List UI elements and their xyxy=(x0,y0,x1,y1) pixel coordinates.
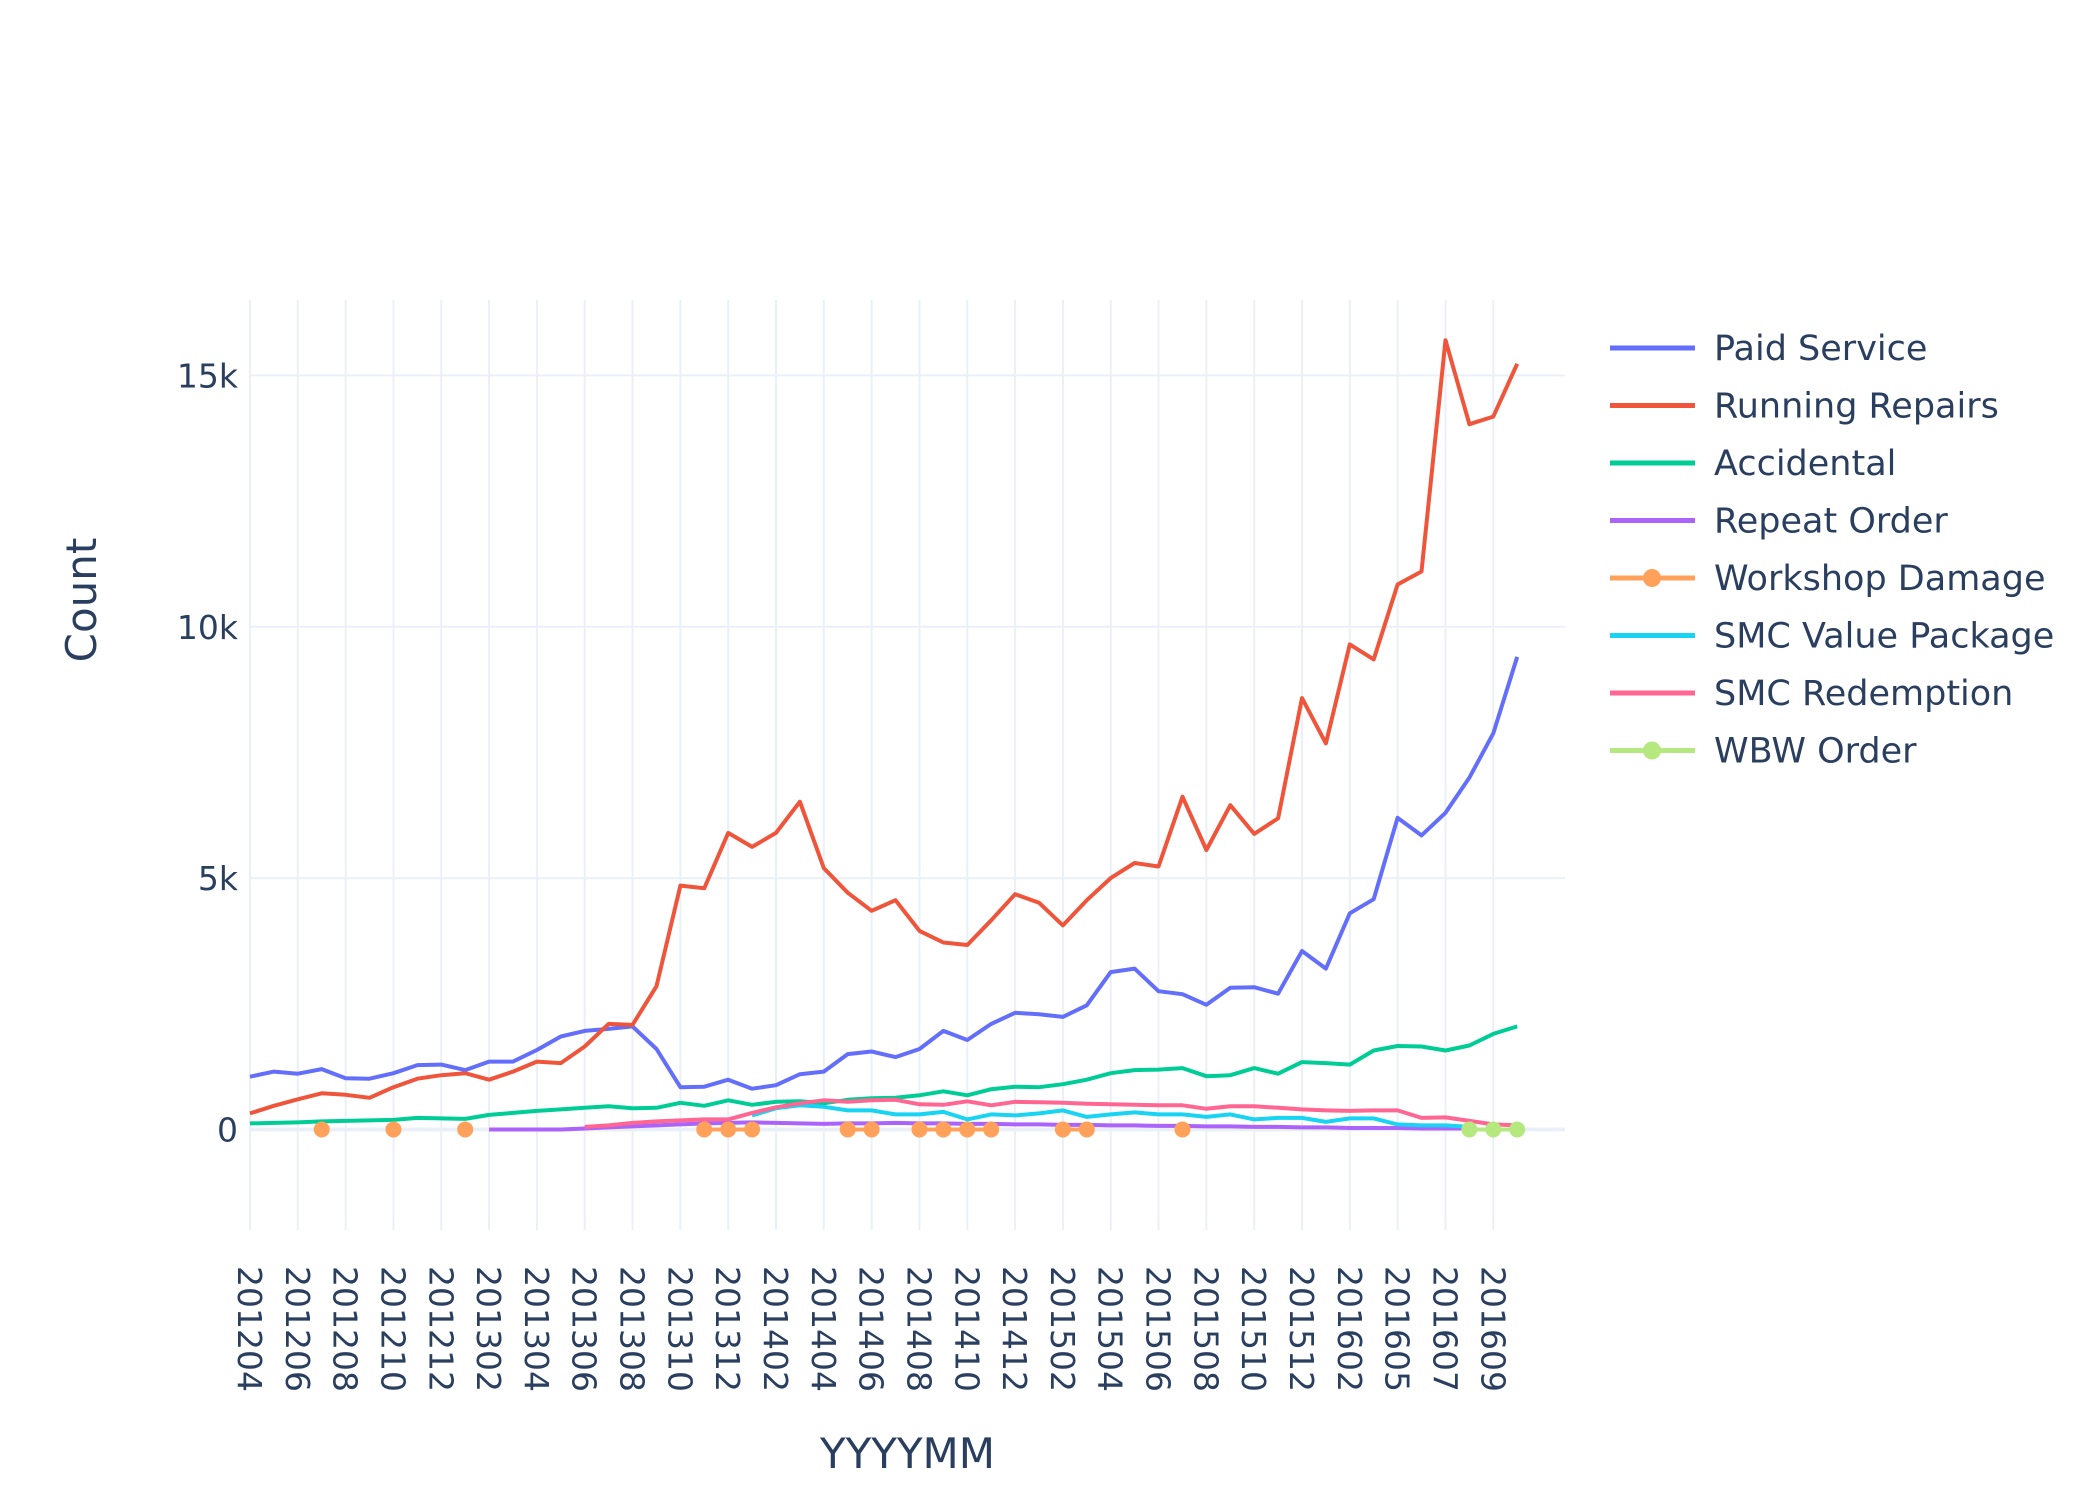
data-point xyxy=(959,1121,976,1138)
data-point xyxy=(385,1121,402,1138)
x-tick-label: 201302 xyxy=(469,1266,508,1392)
legend-marker xyxy=(1643,741,1661,760)
series-running-repairs xyxy=(249,338,1520,1116)
x-tick-label: 201506 xyxy=(1139,1266,1178,1392)
legend-item[interactable]: SMC Value Package xyxy=(1610,617,2054,657)
series-workshop-damage xyxy=(313,1121,1191,1138)
legend-label: Paid Service xyxy=(1714,329,1927,369)
x-tick-label: 201410 xyxy=(947,1266,986,1392)
data-point xyxy=(313,1121,330,1138)
data-point xyxy=(1054,1121,1071,1138)
data-point xyxy=(744,1121,761,1138)
series-line xyxy=(249,656,1520,1091)
legend-item[interactable]: SMC Redemption xyxy=(1610,674,2013,714)
data-point xyxy=(935,1121,952,1138)
data-point xyxy=(1461,1121,1478,1138)
legend-item[interactable]: Running Repairs xyxy=(1610,387,1999,427)
legend-item[interactable]: WBW Order xyxy=(1610,732,1917,772)
x-tick-label: 201512 xyxy=(1282,1266,1321,1392)
legend-label: Workshop Damage xyxy=(1714,559,2046,599)
x-tick-label: 201212 xyxy=(421,1266,460,1392)
legend-label: SMC Redemption xyxy=(1714,674,2013,714)
x-tick-label: 201312 xyxy=(708,1266,747,1392)
series-smc-value-package xyxy=(751,1103,1470,1129)
x-axis-title: YYYYMM xyxy=(819,1429,995,1478)
data-point xyxy=(696,1121,713,1138)
x-tick-label: 201406 xyxy=(852,1266,891,1392)
x-tick-label: 201508 xyxy=(1186,1266,1225,1392)
series-line xyxy=(249,338,1520,1116)
legend-item[interactable]: Paid Service xyxy=(1610,329,1927,369)
x-tick-label: 201504 xyxy=(1091,1266,1130,1392)
data-point xyxy=(911,1121,928,1138)
x-tick-label: 201510 xyxy=(1234,1266,1273,1392)
x-tick-label: 201304 xyxy=(517,1266,556,1392)
x-tick-label: 201402 xyxy=(756,1266,795,1392)
data-point xyxy=(1485,1121,1502,1138)
legend-item[interactable]: Workshop Damage xyxy=(1610,559,2046,599)
x-tick-label: 201408 xyxy=(899,1266,938,1392)
series-line xyxy=(489,1120,1470,1132)
data-point xyxy=(839,1121,856,1138)
y-axis-title: Count xyxy=(57,538,106,663)
legend-label: Accidental xyxy=(1714,444,1896,484)
x-tick-label: 201308 xyxy=(613,1266,652,1392)
y-tick-label: 5k xyxy=(198,859,239,898)
x-tick-label: 201210 xyxy=(373,1266,412,1392)
x-tick-label: 201607 xyxy=(1425,1266,1464,1392)
data-point xyxy=(983,1121,1000,1138)
x-tick-label: 201206 xyxy=(278,1266,317,1392)
x-tick-label: 201605 xyxy=(1378,1266,1417,1392)
x-tick-label: 201502 xyxy=(1043,1266,1082,1392)
tick-labels: 201204 201206 201208 201210 201212 201302 2013… xyxy=(177,356,1512,1392)
legend: Paid Service Running Repairs Accidental Rep… xyxy=(1610,329,2054,772)
series-repeat-order xyxy=(489,1120,1470,1132)
series-lines xyxy=(249,338,1526,1138)
data-point xyxy=(863,1121,880,1138)
x-tick-label: 201404 xyxy=(804,1266,843,1392)
y-tick-label: 10k xyxy=(177,608,239,647)
legend-label: WBW Order xyxy=(1714,732,1917,772)
series-paid-service xyxy=(249,656,1520,1091)
series-smc-redemption xyxy=(584,1097,1518,1129)
data-point xyxy=(1078,1121,1095,1138)
series-wbw-order xyxy=(1461,1121,1526,1138)
x-tick-label: 201310 xyxy=(660,1266,699,1392)
x-tick-label: 201602 xyxy=(1330,1266,1369,1392)
y-tick-label: 0 xyxy=(217,1110,238,1149)
x-tick-label: 201412 xyxy=(995,1266,1034,1392)
series-line xyxy=(584,1097,1518,1129)
x-tick-label: 201208 xyxy=(326,1266,365,1392)
y-tick-label: 15k xyxy=(177,356,239,395)
data-point xyxy=(457,1121,474,1138)
x-tick-label: 201306 xyxy=(565,1266,604,1392)
x-tick-label: 201204 xyxy=(230,1266,269,1392)
legend-label: SMC Value Package xyxy=(1714,617,2054,657)
data-point xyxy=(1174,1121,1191,1138)
series-line xyxy=(751,1103,1470,1129)
legend-marker xyxy=(1643,569,1661,587)
legend-item[interactable]: Accidental xyxy=(1610,444,1896,484)
x-tick-label: 201609 xyxy=(1473,1266,1512,1392)
data-point xyxy=(720,1121,737,1138)
legend-item[interactable]: Repeat Order xyxy=(1610,502,1948,542)
data-point xyxy=(1509,1121,1526,1138)
legend-label: Running Repairs xyxy=(1714,387,1999,427)
legend-label: Repeat Order xyxy=(1714,502,1948,542)
